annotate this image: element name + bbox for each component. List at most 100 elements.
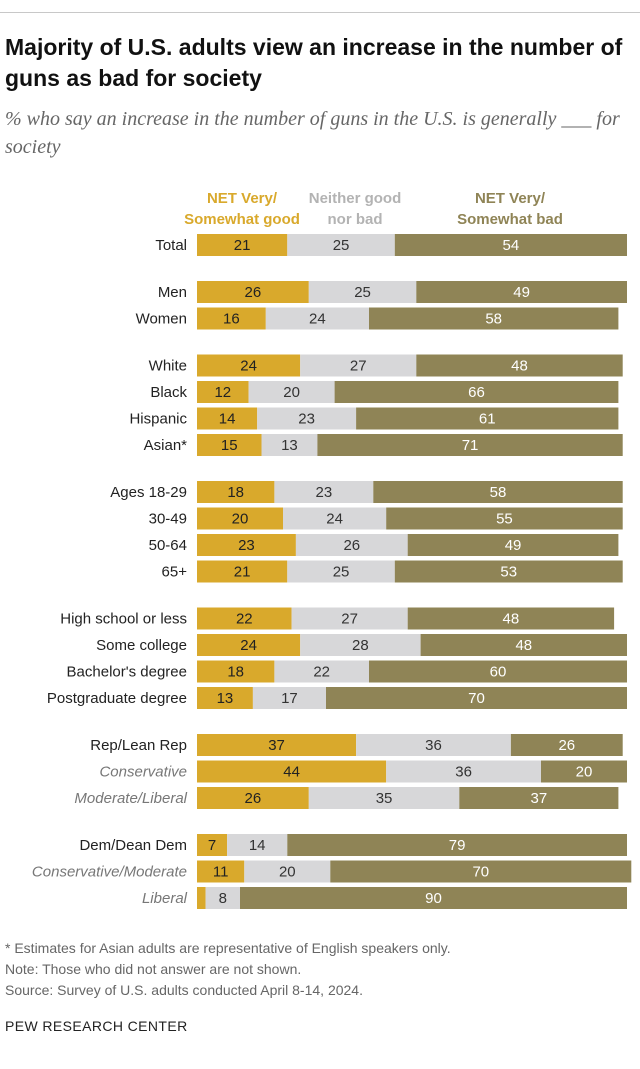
row-label: High school or less <box>60 611 187 628</box>
data-label: 36 <box>455 764 472 781</box>
bar-segment-good <box>197 660 275 683</box>
row-label: Bachelor's degree <box>67 664 187 681</box>
bar-segment-good <box>197 507 283 530</box>
bar-segment-good <box>197 381 249 403</box>
bar-segment-neither <box>244 860 331 883</box>
bar-segment-good <box>197 481 275 503</box>
data-label: 24 <box>326 511 343 528</box>
row-label: Postgraduate degree <box>47 690 187 707</box>
data-label: 23 <box>316 484 333 501</box>
data-label: 60 <box>490 664 507 681</box>
data-label: 35 <box>376 790 393 807</box>
data-label: 48 <box>515 637 532 654</box>
data-label: 13 <box>217 690 234 707</box>
bar-row-total: Total 21 25 54 <box>155 234 627 256</box>
row-label: Moderate/Liberal <box>74 790 187 807</box>
data-label: 24 <box>240 637 257 654</box>
chart-title: Majority of U.S. adults view an increase… <box>5 34 623 91</box>
footnote-note: Note: Those who did not answer are not s… <box>5 961 302 977</box>
data-label: 18 <box>227 484 244 501</box>
bar-row-bachelor-s-degree: Bachelor's degree 18 22 60 <box>67 660 627 683</box>
row-label: Conservative/Moderate <box>32 864 187 881</box>
bar-segment-good <box>197 787 309 809</box>
footnotes: * Estimates for Asian adults are represe… <box>5 938 635 1001</box>
bar-row-ages-18-29: Ages 18-29 18 23 58 <box>110 481 623 503</box>
legend-bad: NET Very/ Somewhat bad <box>430 188 590 230</box>
data-label: 66 <box>468 384 485 401</box>
bar-row-dem-dean-dem: Dem/Dean Dem 7 14 79 <box>79 834 627 856</box>
bar-row-black: Black 12 20 66 <box>150 381 619 403</box>
bar-row-hispanic: Hispanic 14 23 61 <box>129 407 619 430</box>
row-label: 50-64 <box>149 537 187 554</box>
bar-segment-good <box>197 887 206 909</box>
bar-segment-bad <box>317 434 623 456</box>
footnote-source: Source: Survey of U.S. adults conducted … <box>5 982 363 998</box>
bar-segment-bad <box>407 607 615 630</box>
bar-row-men: Men 26 25 49 <box>158 281 627 303</box>
bar-segment-good <box>197 760 387 783</box>
row-label: Black <box>150 384 187 401</box>
data-label: 20 <box>283 384 300 401</box>
data-label: 58 <box>485 311 502 328</box>
bar-segment-good <box>197 560 288 583</box>
data-label: 14 <box>219 411 236 428</box>
bar-row-asian: Asian* 15 13 71 <box>144 434 623 456</box>
bar-segment-neither <box>308 281 417 303</box>
data-label: 61 <box>479 411 496 428</box>
row-label: 65+ <box>162 564 188 581</box>
row-label: Conservative <box>99 764 187 781</box>
bar-row-moderate-liberal: Moderate/Liberal 26 35 37 <box>74 787 619 809</box>
data-label: 44 <box>283 764 300 781</box>
data-label: 8 <box>219 890 227 907</box>
bar-segment-good <box>197 607 292 630</box>
data-label: 49 <box>513 284 530 301</box>
row-label: Liberal <box>142 890 188 907</box>
data-label: 20 <box>279 864 296 881</box>
footnote-asian: * Estimates for Asian adults are represe… <box>5 940 451 956</box>
bar-segment-bad <box>240 887 627 909</box>
data-label: 21 <box>234 237 251 254</box>
data-label: 70 <box>468 690 485 707</box>
data-label: 48 <box>511 358 528 375</box>
data-label: 25 <box>333 237 350 254</box>
bar-row-rep-lean-rep: Rep/Lean Rep 37 36 26 <box>90 734 623 756</box>
data-label: 37 <box>268 737 285 754</box>
data-label: 14 <box>249 837 266 854</box>
bar-segment-good <box>197 834 228 856</box>
bar-segment-neither <box>308 787 460 809</box>
bar-segment-neither <box>287 234 395 256</box>
data-label: 55 <box>496 511 513 528</box>
bar-row-liberal: Liberal 8 90 <box>142 887 627 909</box>
row-label: Men <box>158 284 187 301</box>
bar-segment-neither <box>205 887 240 909</box>
bar-segment-neither <box>227 834 288 856</box>
legend-neither-line-2: nor bad <box>327 211 383 228</box>
row-label: Hispanic <box>129 411 187 428</box>
data-label: 25 <box>354 284 371 301</box>
bar-row-50-64: 50-64 23 26 49 <box>149 534 619 556</box>
bar-segment-neither <box>356 734 511 756</box>
legend-neither: Neither good nor bad <box>300 188 410 230</box>
data-label: 24 <box>240 358 257 375</box>
data-label: 27 <box>350 358 367 375</box>
bar-segment-neither <box>261 434 318 456</box>
bar-row-women: Women 16 24 58 <box>136 307 619 330</box>
row-label: 30-49 <box>149 511 187 528</box>
row-label: Women <box>136 311 187 328</box>
bar-segment-good <box>197 534 296 556</box>
bar-segment-neither <box>386 760 541 783</box>
bar-segment-neither <box>300 634 421 656</box>
bar-segment-bad <box>541 760 627 783</box>
legend-neither-line-1: Neither good <box>308 190 402 207</box>
data-label: 22 <box>313 664 330 681</box>
legend-good-line-2: Somewhat good <box>184 211 300 228</box>
bar-segment-good <box>197 307 266 330</box>
data-label: 20 <box>232 511 249 528</box>
data-label: 28 <box>352 637 369 654</box>
bar-segment-neither <box>274 481 374 503</box>
row-label: Total <box>155 237 187 254</box>
data-label: 16 <box>223 311 240 328</box>
row-label: Rep/Lean Rep <box>90 737 187 754</box>
bar-segment-neither <box>265 307 369 330</box>
row-label: White <box>149 358 187 375</box>
